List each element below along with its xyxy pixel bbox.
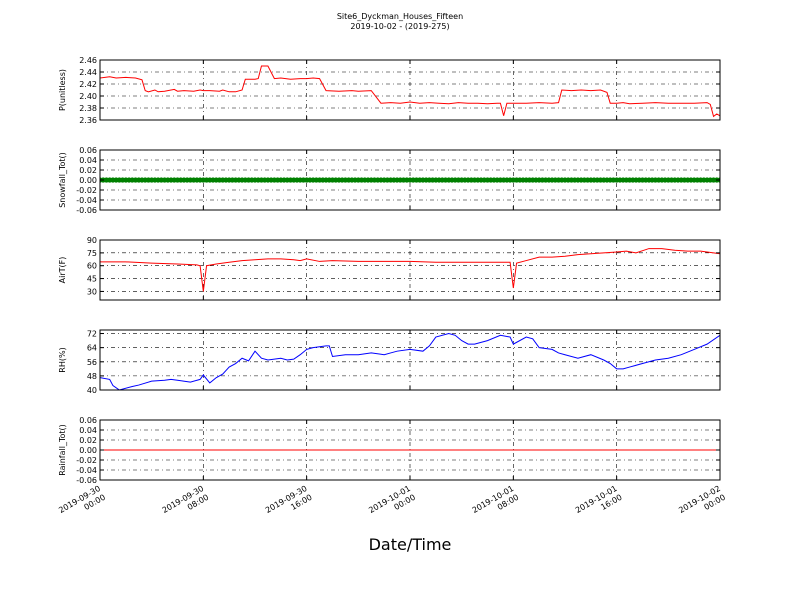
series-line: [100, 65, 720, 118]
subplot-3: 30 45 60 75 90 AirT(F): [58, 236, 721, 301]
y-tick-label: 0.04: [79, 426, 97, 435]
y-tick-label: 90: [87, 236, 97, 245]
y-tick-label: 0.06: [79, 146, 97, 155]
snowfall-series: [100, 177, 720, 183]
y-tick-label: -0.06: [76, 476, 97, 485]
subplot-1: 2.36 2.38 2.40 2.42 2.44 2.46 P(unitless): [58, 56, 721, 125]
y-tick-label: 2.36: [79, 116, 97, 125]
subplot-4: 40 48 56 64 72 RH(%): [58, 329, 721, 395]
y-tick-label: 40: [87, 386, 97, 395]
y-tick-label: 72: [87, 330, 97, 339]
y-tick-label: 56: [87, 358, 97, 367]
y-axis-label: Rainfall_Tot(): [58, 424, 67, 476]
y-tick-label: 2.44: [79, 68, 97, 77]
y-tick-label: 0.02: [79, 436, 97, 445]
y-tick-label: 0.00: [79, 176, 97, 185]
series-line: [100, 248, 720, 292]
subplot-2: -0.06-0.04-0.020.000.020.040.06 Snowfall_…: [58, 146, 721, 215]
y-tick-label: 30: [87, 287, 97, 296]
chart-subtitle: 2019-10-02 - (2019-275): [350, 22, 449, 31]
y-tick-label: 2.46: [79, 56, 97, 65]
y-tick-label: 45: [87, 275, 97, 284]
series-line: [100, 333, 720, 390]
y-tick-label: 2.42: [79, 80, 97, 89]
y-tick-label: -0.04: [76, 466, 97, 475]
y-tick-label: 60: [87, 262, 97, 271]
y-tick-label: 75: [87, 249, 97, 258]
x-axis-label: Date/Time: [369, 535, 452, 554]
y-axis-label: Snowfall_Tot(): [58, 152, 67, 208]
y-tick-label: -0.02: [76, 186, 97, 195]
y-tick-label: 2.38: [79, 104, 97, 113]
y-tick-label: 48: [87, 372, 97, 381]
y-tick-label: -0.06: [76, 206, 97, 215]
chart-title: Site6_Dyckman_Houses_Fifteen: [337, 12, 463, 21]
y-tick-label: 64: [87, 344, 97, 353]
y-tick-label: 0.00: [79, 446, 97, 455]
y-tick-label: -0.04: [76, 196, 97, 205]
y-tick-label: 0.06: [79, 416, 97, 425]
y-axis-label: P(unitless): [58, 69, 67, 111]
y-tick-label: 0.02: [79, 166, 97, 175]
y-axis-label: AirT(F): [58, 257, 67, 284]
subplot-group: 2.36 2.38 2.40 2.42 2.44 2.46 P(unitless) -0.06…: [58, 56, 721, 485]
y-axis-label: RH(%): [58, 347, 67, 372]
subplot-5: -0.06-0.04-0.020.000.020.040.06 Rainfall_…: [58, 416, 721, 485]
y-tick-label: -0.02: [76, 456, 97, 465]
y-tick-label: 2.40: [79, 92, 97, 101]
y-tick-label: 0.04: [79, 156, 97, 165]
